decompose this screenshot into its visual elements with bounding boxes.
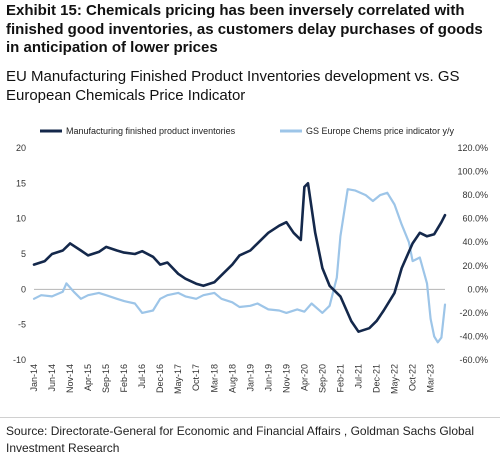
chart-subtitle: EU Manufacturing Finished Product Invent… (6, 68, 460, 104)
x-tick-label: Dec-16 (155, 364, 165, 393)
x-tick-label: Jun-14 (47, 364, 57, 392)
y-right-tick-label: 120.0% (457, 143, 488, 153)
y-left-tick-label: -5 (18, 320, 26, 330)
y-right-tick-label: -20.0% (459, 308, 488, 318)
y-left-tick-label: 15 (16, 178, 26, 188)
series-line-inventories (32, 182, 447, 333)
x-tick-label: Jan-19 (245, 364, 255, 392)
x-tick-label: Sep-20 (317, 364, 327, 393)
series-line-chems-price (32, 188, 447, 344)
x-tick-label: Oct-17 (191, 364, 201, 391)
legend-label-chems-price: GS Europe Chems price indicator y/y (306, 126, 455, 136)
y-right-tick-label: -40.0% (459, 331, 488, 341)
y-left-tick-label: -10 (13, 355, 26, 365)
x-tick-label: Jul-21 (353, 364, 363, 389)
x-tick-label: Jan-14 (29, 364, 39, 392)
y-right-tick-label: 40.0% (462, 237, 488, 247)
x-tick-label: Nov-14 (65, 364, 75, 393)
source-divider (0, 417, 500, 418)
x-tick-label: Sep-15 (101, 364, 111, 393)
x-tick-label: Jul-16 (137, 364, 147, 389)
y-right-tick-label: 80.0% (462, 190, 488, 200)
x-tick-label: Apr-15 (83, 364, 93, 391)
x-tick-label: Feb-16 (119, 364, 129, 393)
x-tick-label: Jun-19 (263, 364, 273, 392)
y-left-tick-label: 0 (21, 284, 26, 294)
y-left-tick-label: 10 (16, 214, 26, 224)
y-right-tick-label: 60.0% (462, 214, 488, 224)
x-tick-label: Mar-18 (209, 364, 219, 393)
plot-area: 20 15 10 5 0 -5 -10 120.0% 100.0% 80.0% 60.0% 40.0%… (13, 143, 488, 394)
y-left-tick-label: 5 (21, 249, 26, 259)
line-chart: Manufacturing finished product inventori… (13, 126, 488, 394)
x-tick-label: Feb-21 (335, 364, 345, 393)
x-tick-label: Aug-18 (227, 364, 237, 393)
x-tick-label: Mar-23 (426, 364, 436, 393)
y-left-tick-label: 20 (16, 143, 26, 153)
x-tick-label: Nov-19 (281, 364, 291, 393)
y-right-tick-label: -60.0% (459, 355, 488, 365)
x-tick-label: Oct-22 (408, 364, 418, 391)
x-tick-label: Dec-21 (372, 364, 382, 393)
source-note: Source: Directorate-General for Economic… (6, 424, 474, 455)
x-tick-label: May-17 (173, 364, 183, 394)
chart-title: Exhibit 15: Chemicals pricing has been i… (6, 2, 483, 56)
x-tick-label: May-22 (390, 364, 400, 394)
y-right-tick-label: 0.0% (467, 284, 488, 294)
x-tick-label: Apr-20 (299, 364, 309, 391)
legend-label-inventories: Manufacturing finished product inventori… (66, 126, 236, 136)
y-right-tick-label: 20.0% (462, 261, 488, 271)
y-right-tick-label: 100.0% (457, 167, 488, 177)
